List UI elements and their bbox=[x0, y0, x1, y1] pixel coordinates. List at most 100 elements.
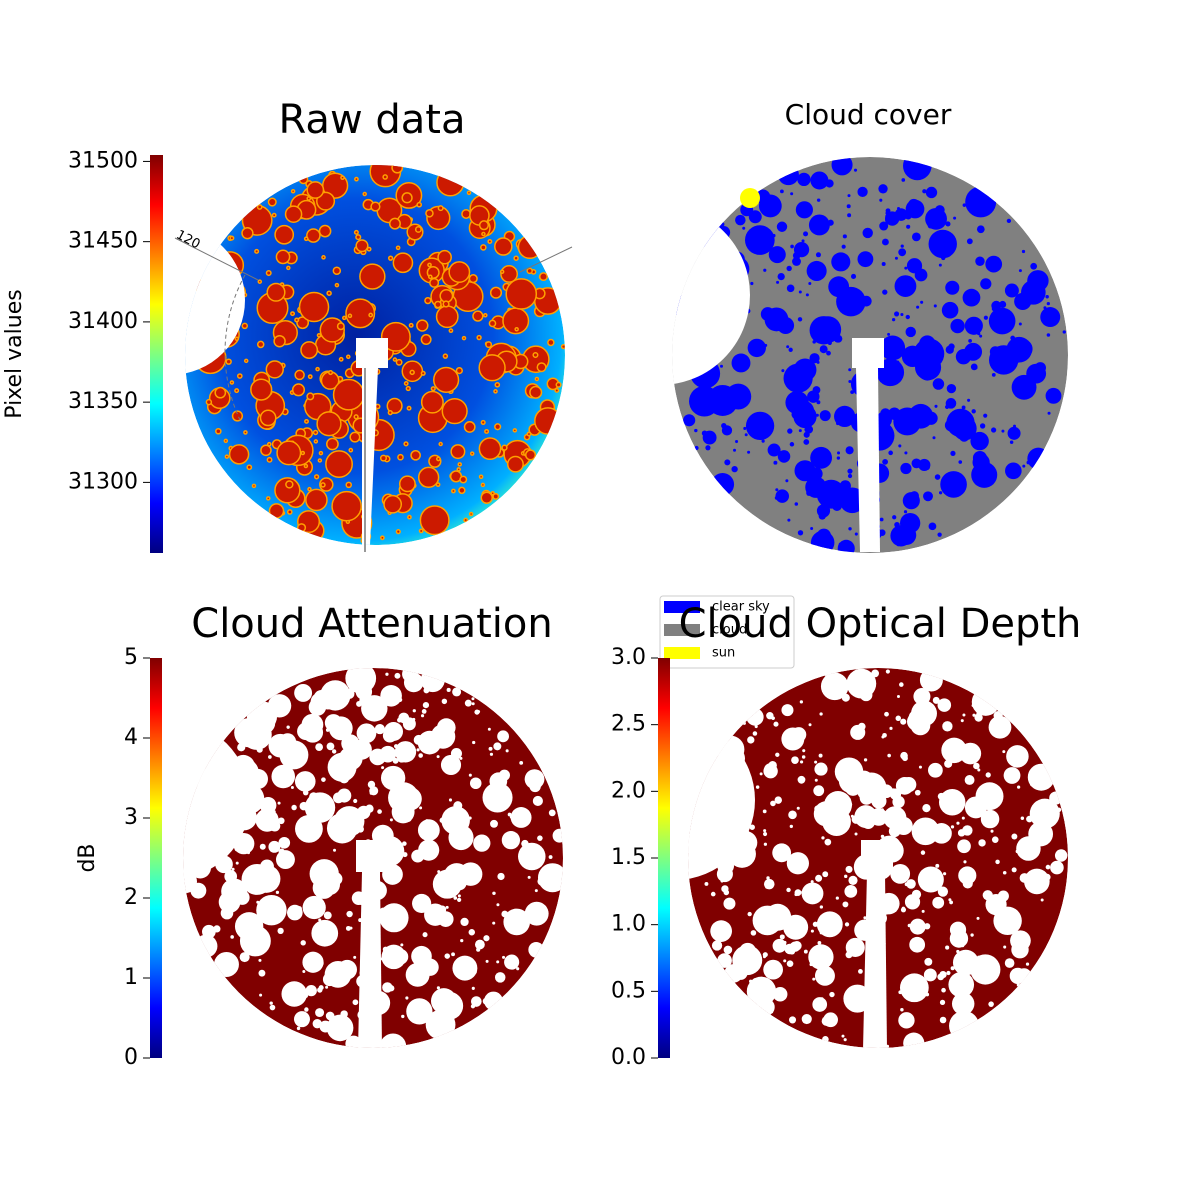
sky-blob bbox=[946, 970, 951, 976]
sky-blob bbox=[860, 295, 872, 307]
sky-blob bbox=[478, 437, 502, 461]
sky-blob bbox=[234, 336, 240, 342]
sky-blob bbox=[812, 947, 817, 951]
sky-blob bbox=[747, 911, 752, 917]
sky-blob bbox=[287, 509, 293, 515]
sky-blob bbox=[458, 486, 466, 495]
sky-blob bbox=[346, 910, 353, 918]
sky-blob bbox=[487, 727, 491, 731]
sky-blob bbox=[353, 229, 359, 235]
sky-blob bbox=[795, 201, 813, 219]
sky-blob bbox=[392, 792, 401, 801]
sky-blob bbox=[749, 979, 753, 984]
sky-blob bbox=[505, 278, 538, 310]
sky-blob bbox=[810, 880, 814, 884]
sky-blob bbox=[318, 450, 324, 456]
sky-blob bbox=[844, 800, 853, 809]
sky-blob bbox=[457, 894, 461, 898]
sky-blob bbox=[801, 239, 805, 243]
sky-blob bbox=[711, 940, 723, 951]
sky-blob bbox=[389, 818, 393, 822]
sky-blob bbox=[764, 343, 768, 347]
sky-blob bbox=[863, 916, 867, 920]
sky-blob bbox=[863, 680, 868, 685]
sky-blob bbox=[763, 763, 778, 779]
sky-blob bbox=[957, 839, 971, 854]
sky-blob bbox=[975, 256, 985, 266]
sky-blob bbox=[977, 768, 981, 772]
sky-blob bbox=[820, 672, 849, 701]
sky-blob bbox=[820, 997, 824, 1001]
sky-blob bbox=[435, 456, 441, 462]
sky-blob bbox=[900, 244, 904, 248]
sky-blob bbox=[319, 1020, 332, 1033]
sky-blob bbox=[888, 450, 893, 456]
sky-blob bbox=[879, 221, 889, 231]
sky-blob bbox=[1026, 815, 1033, 823]
sky-blob bbox=[489, 752, 494, 756]
sky-blob bbox=[835, 896, 839, 900]
sky-blob bbox=[304, 1007, 309, 1012]
sky-blob bbox=[781, 369, 785, 373]
sky-blob bbox=[254, 248, 260, 254]
sky-blob bbox=[831, 157, 853, 176]
sky-blob bbox=[989, 346, 1001, 358]
sky-blob bbox=[996, 310, 1004, 317]
panel-title: Cloud Optical Depth bbox=[679, 601, 1082, 647]
sky-blob bbox=[791, 867, 795, 871]
sky-blob bbox=[194, 934, 218, 958]
sky-blob bbox=[422, 932, 428, 938]
sky-blob bbox=[267, 866, 271, 870]
panel-title: Cloud cover bbox=[785, 98, 952, 131]
sky-blob bbox=[946, 383, 957, 394]
sky-blob bbox=[546, 864, 552, 871]
sky-blob bbox=[256, 204, 263, 210]
sky-blob bbox=[694, 445, 699, 451]
sky-blob bbox=[527, 875, 531, 879]
sky-blob bbox=[991, 373, 996, 377]
sky-blob bbox=[976, 225, 985, 234]
sky-blob bbox=[790, 192, 794, 196]
sky-blob bbox=[812, 340, 816, 344]
sky-blob bbox=[266, 282, 286, 302]
sky-blob bbox=[534, 376, 540, 382]
sky-blob bbox=[808, 214, 830, 236]
sky-blob bbox=[333, 848, 337, 852]
sky-blob bbox=[325, 450, 353, 479]
sky-blob bbox=[909, 936, 926, 953]
sky-blob bbox=[369, 791, 373, 795]
sky-blob bbox=[941, 987, 946, 993]
sky-blob bbox=[484, 428, 490, 434]
sky-blob bbox=[939, 971, 947, 979]
sky-blob bbox=[816, 911, 843, 938]
sky-blob bbox=[472, 310, 484, 322]
sky-blob bbox=[798, 890, 802, 895]
sky-blob bbox=[817, 940, 822, 945]
sky-blob bbox=[990, 427, 997, 433]
sky-blob bbox=[841, 244, 846, 249]
sky-blob bbox=[291, 383, 306, 397]
sky-blob bbox=[750, 930, 757, 936]
sky-blob bbox=[990, 829, 994, 833]
sky-blob bbox=[903, 1032, 925, 1048]
sky-blob bbox=[808, 282, 812, 286]
sky-blob bbox=[894, 311, 900, 317]
sky-blob bbox=[905, 326, 916, 338]
sky-blob bbox=[529, 385, 543, 399]
sky-blob bbox=[1002, 750, 1006, 754]
sky-blob bbox=[781, 727, 805, 751]
sky-blob bbox=[436, 755, 440, 759]
sky-blob bbox=[829, 991, 835, 998]
sky-blob bbox=[776, 221, 788, 232]
sky-blob bbox=[298, 174, 309, 185]
sky-blob bbox=[801, 1013, 812, 1025]
sky-blob bbox=[268, 503, 285, 519]
sky-blob bbox=[1050, 816, 1055, 822]
sky-blob bbox=[241, 719, 272, 750]
sky-blob bbox=[772, 938, 787, 953]
sky-blob bbox=[315, 743, 323, 751]
sky-blob bbox=[331, 749, 337, 754]
sky-blob bbox=[804, 425, 814, 434]
sky-blob bbox=[945, 280, 960, 295]
sky-blob bbox=[999, 300, 1007, 309]
